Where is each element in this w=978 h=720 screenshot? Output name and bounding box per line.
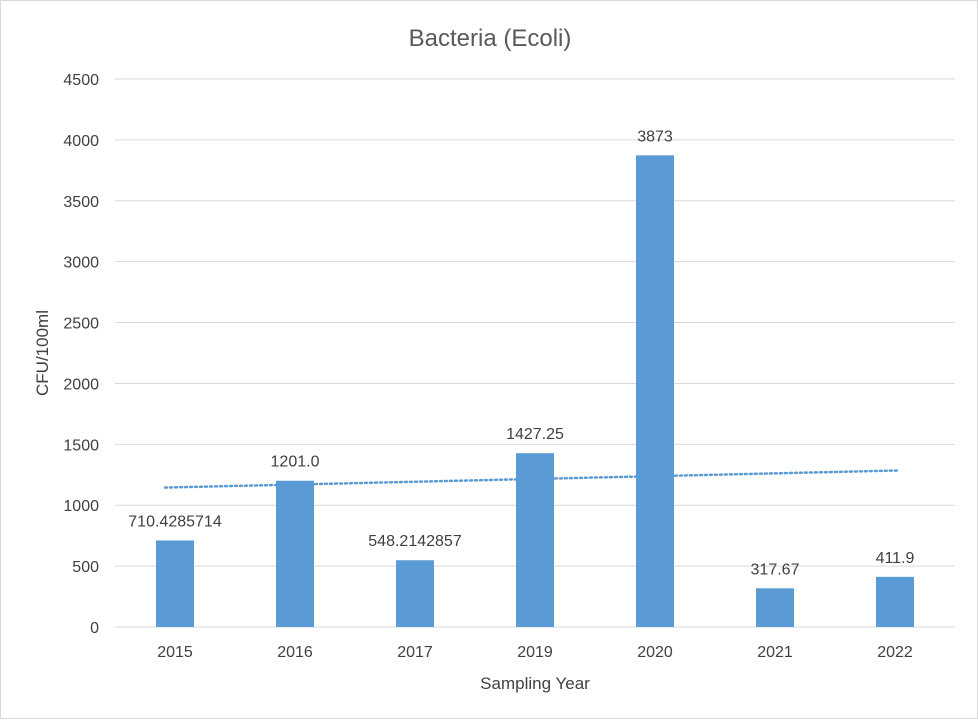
y-tick-label: 0 [90,620,99,637]
bar [156,540,194,627]
x-tick-label: 2016 [277,644,313,661]
bar [516,453,554,627]
bar [276,480,314,627]
bar [396,560,434,627]
data-label: 1201.0 [271,454,320,471]
y-tick-label: 1000 [63,498,99,515]
bars [156,155,914,627]
x-tick-label: 2022 [877,644,913,661]
x-tick-label: 2015 [157,644,193,661]
y-tick-label: 3000 [63,255,99,272]
bar [756,588,794,627]
x-axis-label: Sampling Year [480,674,590,693]
y-tick-label: 1500 [63,437,99,454]
y-tick-label: 4500 [63,72,99,89]
data-labels: 710.4285714 1201.0 548.2142857 1427.25 3873 3… [128,128,914,578]
data-label: 3873 [637,128,673,145]
x-tick-label: 2020 [637,644,673,661]
y-tick-label: 2000 [63,376,99,393]
x-tick-label: 2021 [757,644,793,661]
bar [636,155,674,627]
y-axis-label: CFU/100ml [33,310,52,396]
data-label: 548.2142857 [368,533,462,550]
data-label: 411.9 [876,550,915,567]
chart-title: Bacteria (Ecoli) [409,25,572,52]
data-label: 317.67 [751,561,800,578]
x-tick-label: 2017 [397,644,433,661]
gridlines [115,78,955,628]
y-axis-ticks: 0 500 1000 1500 2000 2500 3000 3500 4000 4500 [63,72,99,637]
y-tick-label: 2500 [63,316,99,333]
y-tick-label: 500 [72,559,99,576]
x-axis-ticks: 2015 2016 2017 2019 2020 2021 2022 [157,644,913,661]
y-tick-label: 3500 [63,194,99,211]
trendline [163,469,899,489]
data-label: 710.4285714 [128,513,222,530]
bar [876,576,914,627]
x-tick-label: 2019 [517,644,553,661]
data-label: 1427.25 [506,426,564,443]
y-tick-label: 4000 [63,133,99,150]
